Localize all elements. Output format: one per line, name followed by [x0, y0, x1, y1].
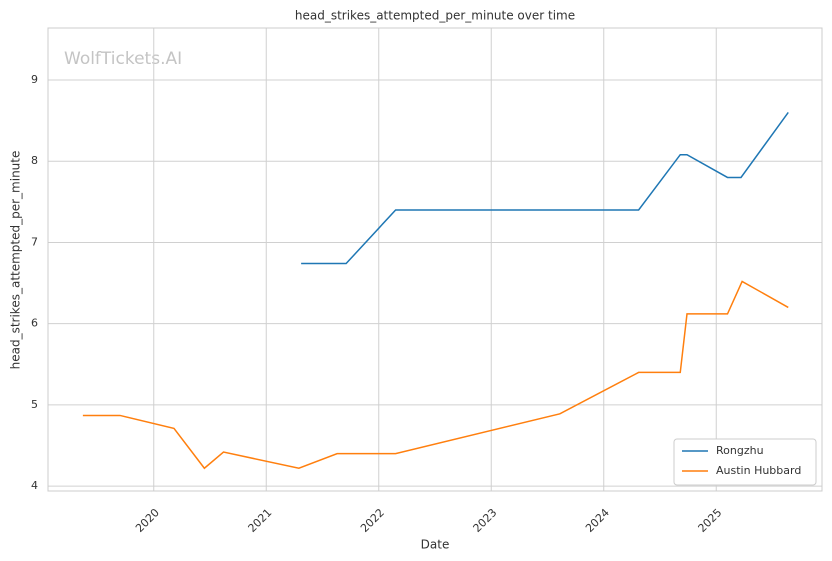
line-series — [301, 112, 789, 265]
legend-box — [673, 438, 817, 486]
line-series — [82, 280, 789, 470]
y-tick-label: 5 — [31, 398, 38, 411]
y-axis-label: head_strikes_attempted_per_minute — [9, 151, 23, 370]
legend-label: Austin Hubbard — [716, 464, 801, 477]
y-tick-label: 4 — [31, 479, 38, 492]
watermark: WolfTickets.AI — [64, 49, 182, 69]
plot-frame — [47, 27, 823, 492]
y-tick-label: 9 — [31, 73, 38, 86]
chart-title: head_strikes_attempted_per_minute over t… — [295, 9, 575, 23]
y-tick-label: 8 — [31, 154, 38, 167]
y-tick-label: 6 — [31, 317, 38, 330]
legend-label: Rongzhu — [716, 444, 764, 457]
x-axis-label: Date — [421, 538, 450, 552]
y-tick-label: 7 — [31, 235, 38, 248]
legend: Rongzhu Austin Hubbard — [673, 438, 817, 486]
